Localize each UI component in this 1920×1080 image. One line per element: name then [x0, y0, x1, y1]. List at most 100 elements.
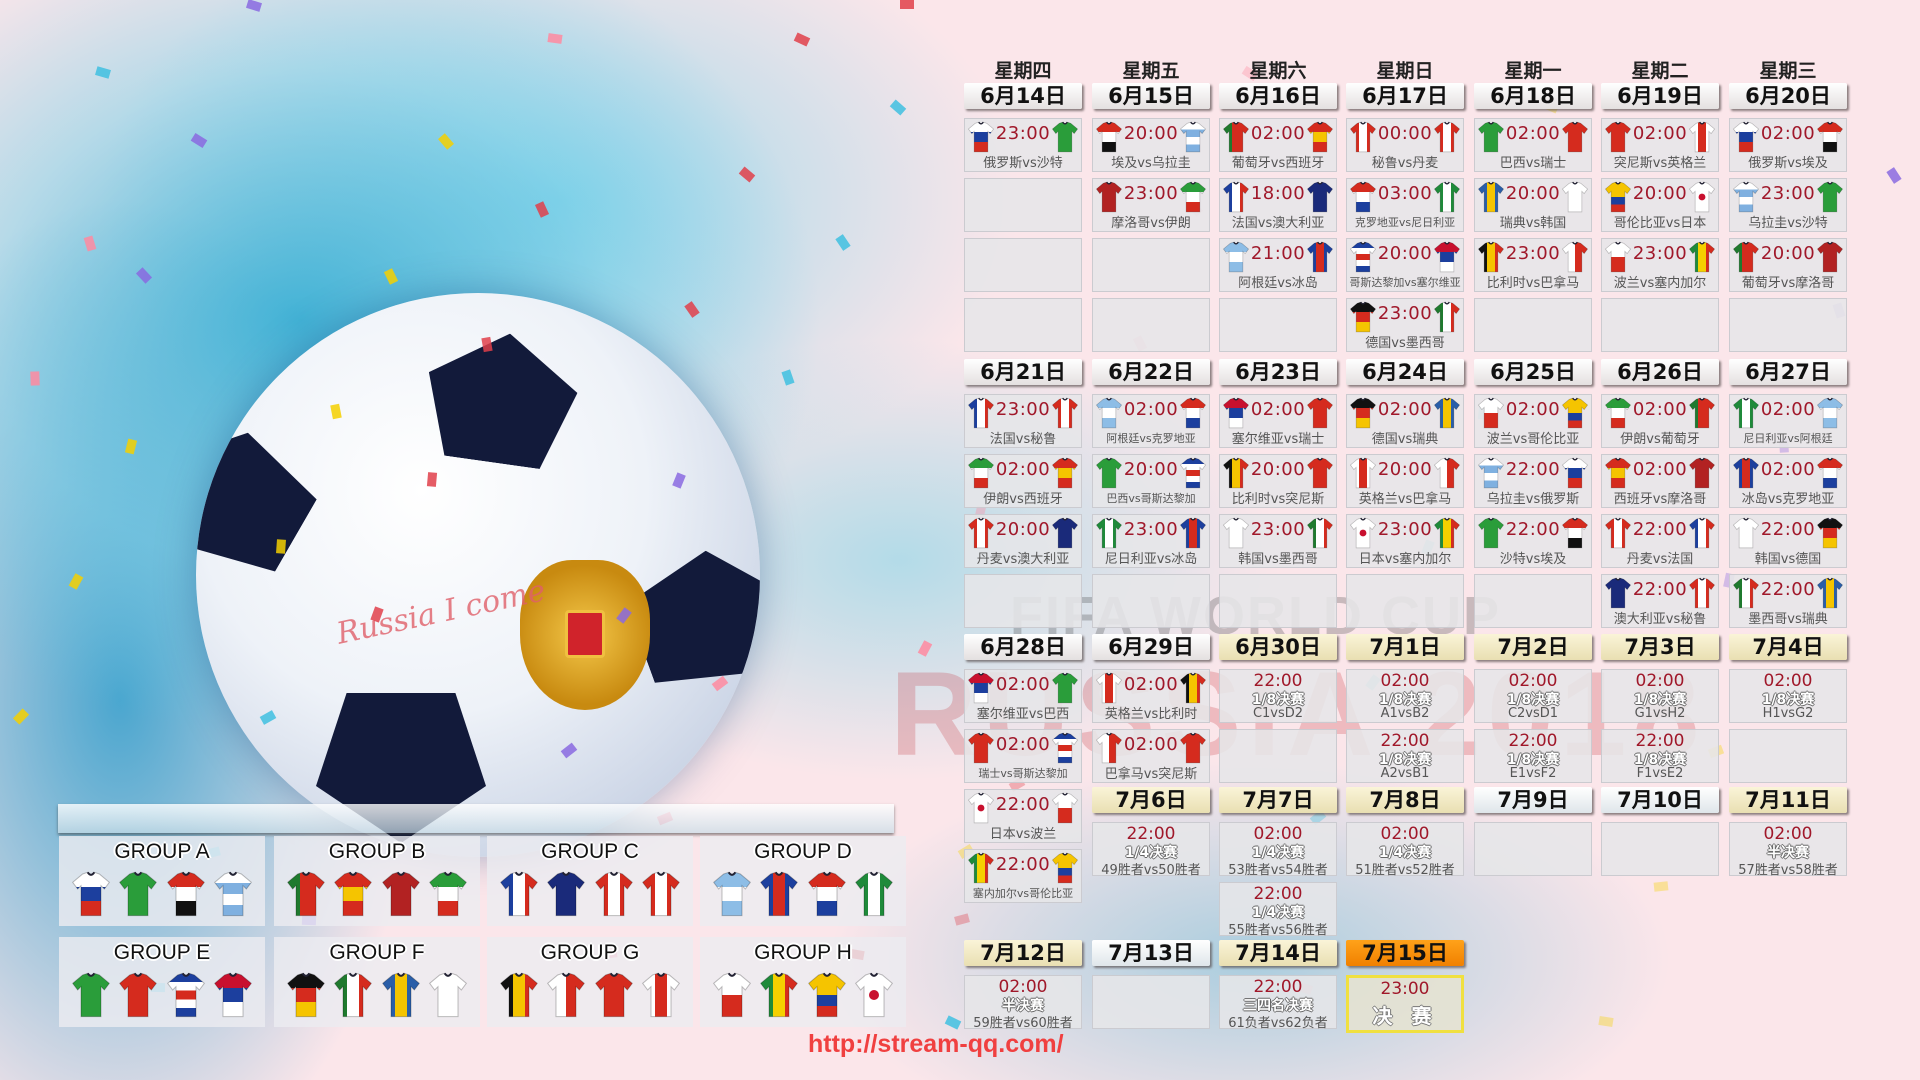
match-teams: 塞尔维亚vs巴西 — [976, 707, 1070, 722]
match-teams: 韩国vs德国 — [1754, 552, 1822, 567]
match-time: 02:00 — [998, 977, 1048, 997]
match-cell[interactable]: 02:00 1/4决赛 53胜者vs54胜者 — [1219, 822, 1337, 878]
team-kit-icon — [71, 868, 111, 920]
match-cell[interactable]: 22:00 乌拉圭vs俄罗斯 — [1474, 454, 1592, 508]
match-cell[interactable]: 02:00 葡萄牙vs西班牙 — [1219, 118, 1337, 172]
match-cell[interactable]: 20:00 比利时vs突尼斯 — [1219, 454, 1337, 508]
match-cell[interactable]: 02:00 伊朗vs葡萄牙 — [1601, 394, 1719, 448]
match-cell[interactable]: 02:00 1/8决赛 C2vsD1 — [1474, 669, 1592, 723]
match-cell[interactable]: 23:00 乌拉圭vs沙特 — [1729, 178, 1847, 232]
team-kit-icon — [641, 969, 681, 1021]
match-cell[interactable]: 23:00 比利时vs巴拿马 — [1474, 238, 1592, 292]
confetti-piece — [12, 708, 30, 725]
match-cell[interactable]: 02:00 1/4决赛 51胜者vs52胜者 — [1346, 822, 1464, 878]
match-cell[interactable]: 18:00 法国vs澳大利亚 — [1219, 178, 1337, 232]
confetti-piece — [1653, 881, 1669, 892]
match-cell[interactable]: 02:00 塞尔维亚vs巴西 — [964, 669, 1082, 723]
match-cell[interactable]: 02:00 1/8决赛 G1vsH2 — [1601, 669, 1719, 723]
match-cell[interactable]: 23:00 摩洛哥vs伊朗 — [1092, 178, 1210, 232]
match-cell[interactable]: 22:00 1/8决赛 E1vsF2 — [1474, 729, 1592, 783]
match-cell[interactable]: 22:00 1/8决赛 F1vsE2 — [1601, 729, 1719, 783]
date-header: 6月14日 — [964, 83, 1082, 109]
match-cell[interactable]: 20:00 埃及vs乌拉圭 — [1092, 118, 1210, 172]
match-cell[interactable]: 23:00 法国vs秘鲁 — [964, 394, 1082, 448]
website-link[interactable]: http://stream-qq.com/ — [808, 1030, 1064, 1058]
match-cell[interactable]: 02:00 巴拿马vs突尼斯 — [1092, 729, 1210, 783]
home-kit-icon — [1732, 121, 1760, 153]
match-pairing: E1vsF2 — [1509, 766, 1557, 781]
match-cell[interactable]: 02:00 瑞士vs哥斯达黎加 — [964, 729, 1082, 783]
match-teams: 秘鲁vs丹麦 — [1371, 156, 1439, 171]
date-header: 6月19日 — [1601, 83, 1719, 109]
match-cell[interactable]: 02:00 英格兰vs比利时 — [1092, 669, 1210, 723]
match-cell[interactable]: 22:00 1/4决赛 49胜者vs50胜者 — [1092, 822, 1210, 878]
match-round: 1/4决赛 — [1251, 845, 1305, 861]
match-cell[interactable]: 22:00 三四名决赛 61负者vs62负者 — [1219, 975, 1337, 1031]
match-cell[interactable]: 02:00 巴西vs瑞士 — [1474, 118, 1592, 172]
match-teams: 波兰vs哥伦比亚 — [1486, 432, 1580, 447]
match-cell[interactable]: 02:00 塞尔维亚vs瑞士 — [1219, 394, 1337, 448]
match-cell[interactable]: 20:00 英格兰vs巴拿马 — [1346, 454, 1464, 508]
match-cell[interactable]: 02:00 阿根廷vs克罗地亚 — [1092, 394, 1210, 448]
date-header: 7月13日 — [1092, 940, 1210, 966]
match-cell[interactable]: 22:00 沙特vs埃及 — [1474, 514, 1592, 568]
away-kit-icon — [1306, 181, 1334, 213]
match-cell[interactable]: 02:00 波兰vs哥伦比亚 — [1474, 394, 1592, 448]
match-cell[interactable]: 22:00 墨西哥vs瑞典 — [1729, 574, 1847, 628]
match-cell[interactable]: 02:00 冰岛vs克罗地亚 — [1729, 454, 1847, 508]
match-cell[interactable]: 22:00 1/4决赛 55胜者vs56胜者 — [1219, 882, 1337, 938]
confetti-piece — [547, 33, 563, 44]
match-cell[interactable]: 22:00 丹麦vs法国 — [1601, 514, 1719, 568]
match-cell[interactable]: 02:00 尼日利亚vs阿根廷 — [1729, 394, 1847, 448]
match-cell[interactable]: 23:00 波兰vs塞内加尔 — [1601, 238, 1719, 292]
match-cell[interactable]: 22:00 日本vs波兰 — [964, 789, 1082, 843]
match-cell[interactable]: 23:00 俄罗斯vs沙特 — [964, 118, 1082, 172]
match-cell[interactable]: 03:00 克罗地亚vs尼日利亚 — [1346, 178, 1464, 232]
away-kit-icon — [1306, 517, 1334, 549]
match-cell[interactable]: 23:00 德国vs墨西哥 — [1346, 298, 1464, 352]
match-cell[interactable]: 22:00 塞内加尔vs哥伦比亚 — [964, 849, 1082, 903]
match-cell[interactable]: 02:00 俄罗斯vs埃及 — [1729, 118, 1847, 172]
match-cell[interactable]: 23:00 决 赛 — [1346, 975, 1464, 1033]
match-pairing: 55胜者vs56胜者 — [1228, 923, 1328, 938]
match-cell[interactable]: 22:00 1/8决赛 A2vsB1 — [1346, 729, 1464, 783]
match-cell[interactable]: 02:00 伊朗vs西班牙 — [964, 454, 1082, 508]
match-cell[interactable]: 20:00 哥斯达黎加vs塞尔维亚 — [1346, 238, 1464, 292]
match-cell[interactable]: 20:00 瑞典vs韩国 — [1474, 178, 1592, 232]
match-cell[interactable]: 02:00 半决赛 57胜者vs58胜者 — [1729, 822, 1847, 878]
match-cell[interactable]: 02:00 突尼斯vs英格兰 — [1601, 118, 1719, 172]
group-box: GROUP A — [59, 836, 265, 926]
match-cell[interactable]: 20:00 哥伦比亚vs日本 — [1601, 178, 1719, 232]
match-cell[interactable]: 23:00 日本vs塞内加尔 — [1346, 514, 1464, 568]
match-time: 02:00 — [1760, 123, 1816, 144]
match-pairing: C2vsD1 — [1507, 706, 1559, 721]
match-cell[interactable]: 20:00 巴西vs哥斯达黎加 — [1092, 454, 1210, 508]
match-teams: 波兰vs塞内加尔 — [1613, 276, 1707, 291]
match-cell[interactable]: 21:00 阿根廷vs冰岛 — [1219, 238, 1337, 292]
confetti-piece — [190, 132, 208, 149]
match-cell[interactable]: 22:00 1/8决赛 C1vsD2 — [1219, 669, 1337, 723]
match-cell[interactable]: 00:00 秘鲁vs丹麦 — [1346, 118, 1464, 172]
match-cell[interactable]: 23:00 韩国vs墨西哥 — [1219, 514, 1337, 568]
group-box: GROUP D — [700, 836, 906, 926]
match-cell[interactable]: 22:00 韩国vs德国 — [1729, 514, 1847, 568]
match-cell[interactable]: 02:00 德国vs瑞典 — [1346, 394, 1464, 448]
empty-cell — [1092, 975, 1210, 1029]
match-time: 22:00 — [1760, 579, 1816, 600]
match-cell[interactable]: 02:00 西班牙vs摩洛哥 — [1601, 454, 1719, 508]
match-pairing: 51胜者vs52胜者 — [1355, 863, 1455, 878]
match-cell[interactable]: 22:00 澳大利亚vs秘鲁 — [1601, 574, 1719, 628]
team-kit-icon — [546, 969, 586, 1021]
date-header: 6月25日 — [1474, 359, 1592, 385]
confetti-piece — [68, 573, 84, 590]
match-cell[interactable]: 02:00 半决赛 59胜者vs60胜者 — [964, 975, 1082, 1031]
match-cell[interactable]: 23:00 尼日利亚vs冰岛 — [1092, 514, 1210, 568]
match-cell[interactable]: 20:00 丹麦vs澳大利亚 — [964, 514, 1082, 568]
match-teams: 墨西哥vs瑞典 — [1748, 612, 1828, 627]
match-cell[interactable]: 02:00 1/8决赛 H1vsG2 — [1729, 669, 1847, 723]
date-header: 7月10日 — [1601, 787, 1719, 813]
home-kit-icon — [1095, 397, 1123, 429]
match-cell[interactable]: 20:00 葡萄牙vs摩洛哥 — [1729, 238, 1847, 292]
match-round: 1/8决赛 — [1506, 752, 1560, 768]
match-cell[interactable]: 02:00 1/8决赛 A1vsB2 — [1346, 669, 1464, 723]
